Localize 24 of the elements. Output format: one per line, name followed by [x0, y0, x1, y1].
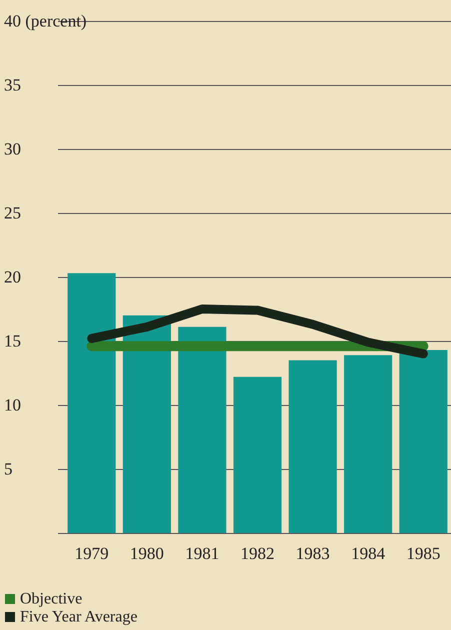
x-tick-label: 1979 — [74, 544, 109, 563]
bar — [178, 326, 226, 533]
bar — [288, 360, 337, 533]
legend-label: Five Year Average — [20, 608, 138, 626]
x-tick-label: 1981 — [185, 544, 220, 563]
y-tick-label: 20 — [4, 268, 21, 286]
y-tick-label: 5 — [4, 460, 12, 478]
x-tick-label: 1983 — [296, 544, 330, 563]
bar — [344, 355, 392, 533]
bar — [122, 315, 171, 533]
y-tick-label: 35 — [4, 76, 21, 94]
bar — [399, 350, 448, 533]
y-tick-label: 30 — [4, 140, 21, 158]
bar — [68, 273, 116, 533]
x-tick-label: 1982 — [240, 544, 274, 563]
x-tick-label: 1980 — [130, 544, 164, 563]
y-tick-label: 40 (percent) — [4, 12, 87, 30]
legend-label: Objective — [20, 590, 82, 608]
y-tick-label: 15 — [4, 332, 21, 350]
x-tick-label: 1984 — [351, 544, 386, 563]
y-tick-label: 25 — [4, 204, 21, 222]
y-tick-label: 10 — [4, 396, 21, 414]
x-tick-label: 1985 — [406, 544, 440, 563]
bar — [233, 376, 282, 533]
